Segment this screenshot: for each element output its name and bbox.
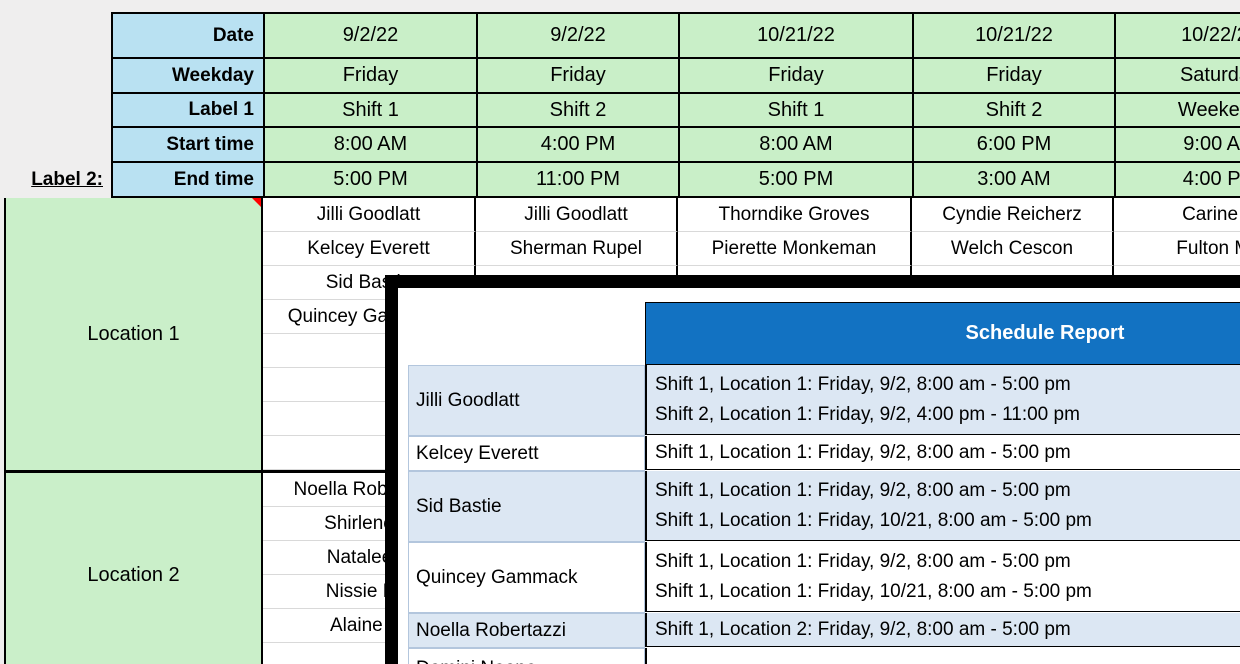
weekday-cell[interactable]: Friday <box>678 57 912 92</box>
date-cell[interactable]: 10/21/22 <box>678 12 912 57</box>
report-employee-name: Noella Robertazzi <box>408 613 645 648</box>
report-shift-details: Shift 1, Location 1: Friday, 9/2, 8:00 a… <box>645 542 1240 612</box>
label1-cell[interactable]: Shift 2 <box>912 92 1114 126</box>
row-label-end-time[interactable]: End time <box>111 161 263 196</box>
report-header-spacer <box>408 302 645 363</box>
report-shift-line: Shift 1, Location 2: Friday, 9/2, 8:00 a… <box>655 619 1071 640</box>
row-label-date[interactable]: Date <box>111 12 263 57</box>
end-time-cell[interactable]: 5:00 PM <box>263 161 476 196</box>
report-shift-line: Shift 1, Location 1: Friday, 9/2, 8:00 a… <box>655 442 1071 463</box>
comment-indicator-icon <box>252 198 261 207</box>
row-label-start-time[interactable]: Start time <box>111 126 263 161</box>
label1-cell[interactable]: Shift 1 <box>678 92 912 126</box>
report-title: Schedule Report <box>645 302 1240 365</box>
schedule-report-table: Schedule Report Jilli Goodlatt Shift 1, L… <box>408 302 1240 664</box>
report-employee-name: Domini Noone <box>408 648 645 664</box>
schedule-header-table: Date 9/2/22 9/2/22 10/21/22 10/21/22 10/… <box>111 12 1240 198</box>
report-shift-details: Shift 1, Location 2: Friday, 9/2, 8:00 a… <box>645 613 1240 647</box>
location-label[interactable]: Location 1 <box>4 198 263 470</box>
employee-name-cell[interactable]: Cyndie Reicherz <box>912 198 1114 232</box>
employee-name-cell[interactable]: Pierette Monkeman <box>678 232 912 266</box>
start-time-cell[interactable]: 8:00 AM <box>678 126 912 161</box>
weekday-cell[interactable]: Saturday <box>1114 57 1240 92</box>
report-shift-line: Shift 1, Location 1: Friday, 9/2, 8:00 a… <box>655 374 1071 396</box>
date-cell[interactable]: 9/2/22 <box>476 12 678 57</box>
row-label-label1[interactable]: Label 1 <box>111 92 263 126</box>
employee-name-cell[interactable]: Kelcey Everett <box>263 232 476 266</box>
label-2-cell[interactable]: Label 2: <box>31 168 103 190</box>
date-cell[interactable]: 9/2/22 <box>263 12 476 57</box>
report-employee-name: Kelcey Everett <box>408 436 645 471</box>
weekday-cell[interactable]: Friday <box>263 57 476 92</box>
end-time-cell[interactable]: 3:00 AM <box>912 161 1114 196</box>
label1-cell[interactable]: Shift 1 <box>263 92 476 126</box>
employee-name-cell[interactable]: Jilli Goodlatt <box>263 198 476 232</box>
employee-name-cell[interactable]: Welch Cescon <box>912 232 1114 266</box>
report-shift-details: Shift 1, Location 1: Friday, 9/2, 8:00 a… <box>645 471 1240 541</box>
report-shift-details: Shift 1, Location 1: Friday, 9/2, 8:00 a… <box>645 436 1240 470</box>
location-label[interactable]: Location 2 <box>4 473 263 664</box>
end-time-cell[interactable]: 4:00 PM <box>1114 161 1240 196</box>
report-shift-line: Shift 1, Location 1: Friday, 9/2, 8:00 a… <box>655 480 1071 502</box>
start-time-cell[interactable]: 9:00 AM <box>1114 126 1240 161</box>
report-shift-details <box>645 648 1240 664</box>
report-shift-line: Shift 1, Location 1: Friday, 10/21, 8:00… <box>655 509 1092 531</box>
report-shift-line: Shift 2, Location 1: Friday, 9/2, 4:00 p… <box>655 403 1080 425</box>
employee-name-cell[interactable]: Carine L <box>1114 198 1240 232</box>
report-shift-line: Shift 1, Location 1: Friday, 9/2, 8:00 a… <box>655 551 1071 573</box>
report-employee-name: Sid Bastie <box>408 471 645 542</box>
end-time-cell[interactable]: 11:00 PM <box>476 161 678 196</box>
row-label-weekday[interactable]: Weekday <box>111 57 263 92</box>
employee-name-cell[interactable]: Sherman Rupel <box>476 232 678 266</box>
employee-name-cell[interactable]: Fulton Mc <box>1114 232 1240 266</box>
start-time-cell[interactable]: 4:00 PM <box>476 126 678 161</box>
start-time-cell[interactable]: 6:00 PM <box>912 126 1114 161</box>
report-employee-name: Quincey Gammack <box>408 542 645 613</box>
label1-cell[interactable]: Shift 2 <box>476 92 678 126</box>
end-time-cell[interactable]: 5:00 PM <box>678 161 912 196</box>
start-time-cell[interactable]: 8:00 AM <box>263 126 476 161</box>
weekday-cell[interactable]: Friday <box>476 57 678 92</box>
label1-cell[interactable]: Weekend <box>1114 92 1240 126</box>
report-shift-details: Shift 1, Location 1: Friday, 9/2, 8:00 a… <box>645 365 1240 435</box>
report-shift-line: Shift 1, Location 1: Friday, 10/21, 8:00… <box>655 580 1092 602</box>
report-employee-name: Jilli Goodlatt <box>408 365 645 436</box>
employee-name-cell[interactable]: Jilli Goodlatt <box>476 198 678 232</box>
employee-name-cell[interactable]: Thorndike Groves <box>678 198 912 232</box>
weekday-cell[interactable]: Friday <box>912 57 1114 92</box>
date-cell[interactable]: 10/21/22 <box>912 12 1114 57</box>
schedule-report-window: Schedule Report Jilli Goodlatt Shift 1, L… <box>385 275 1240 664</box>
date-cell[interactable]: 10/22/22 <box>1114 12 1240 57</box>
